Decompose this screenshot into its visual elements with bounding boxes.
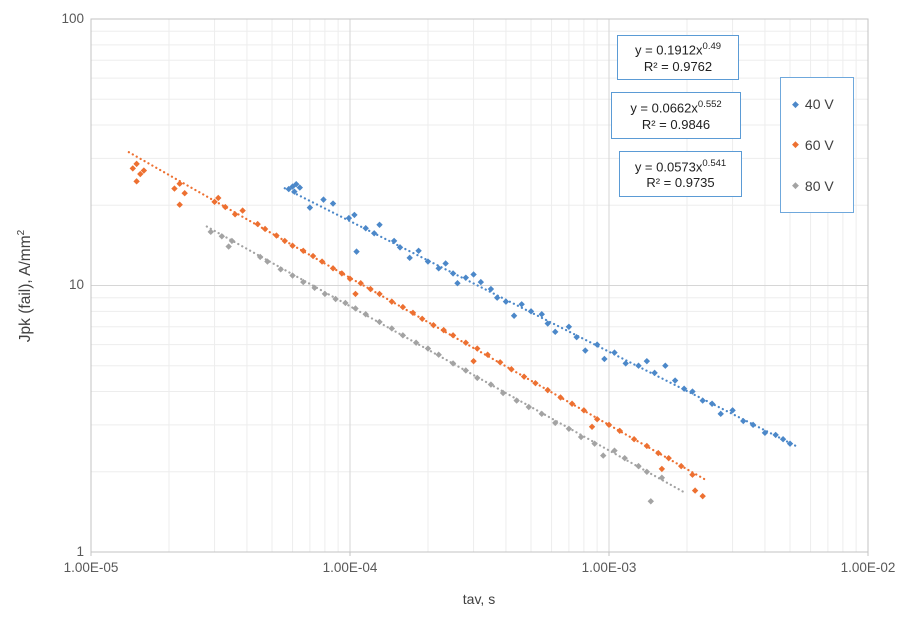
x-tick-1e-3: 1.00E-03 (581, 560, 637, 575)
legend-label: 40 V (804, 96, 834, 113)
trendline-equation: y = 0.0662x0.552 (630, 99, 722, 116)
legend-item-80v: ◆ 80 V (792, 178, 853, 194)
trendline-equation: y = 0.1912x0.49 (634, 41, 722, 58)
x-tick-1e-2: 1.00E-02 (840, 560, 896, 575)
y-axis-title: Jpk (fail), A/mm2 (16, 229, 35, 343)
y-tick-1: 1 (76, 544, 84, 559)
diamond-icon: ◆ (792, 139, 799, 150)
x-tick-1e-5: 1.00E-05 (63, 560, 119, 575)
r-squared-value: R² = 0.9846 (641, 116, 711, 132)
chart-legend: ◆ 40 V ◆ 60 V ◆ 80 V (780, 77, 854, 213)
legend-label: 80 V (804, 177, 834, 194)
x-axis-title: tav, s (462, 591, 496, 607)
y-tick-10: 10 (68, 277, 84, 292)
diamond-icon: ◆ (792, 98, 799, 109)
diamond-icon: ◆ (792, 180, 799, 191)
legend-label: 60 V (804, 136, 834, 153)
legend-item-60v: ◆ 60 V (792, 137, 853, 153)
equation-box-40v: y = 0.1912x0.49 R² = 0.9762 (617, 35, 739, 80)
legend-item-40v: ◆ 40 V (792, 96, 853, 112)
trendline-equation: y = 0.0573x0.541 (634, 157, 727, 175)
equation-box-60v: y = 0.0662x0.552 R² = 0.9846 (611, 92, 741, 139)
x-tick-1e-4: 1.00E-04 (322, 560, 378, 575)
equation-box-80v: y = 0.0573x0.541 R² = 0.9735 (619, 151, 742, 197)
y-tick-100: 100 (61, 11, 84, 26)
r-squared-value: R² = 0.9762 (643, 58, 713, 74)
r-squared-value: R² = 0.9735 (646, 175, 715, 191)
